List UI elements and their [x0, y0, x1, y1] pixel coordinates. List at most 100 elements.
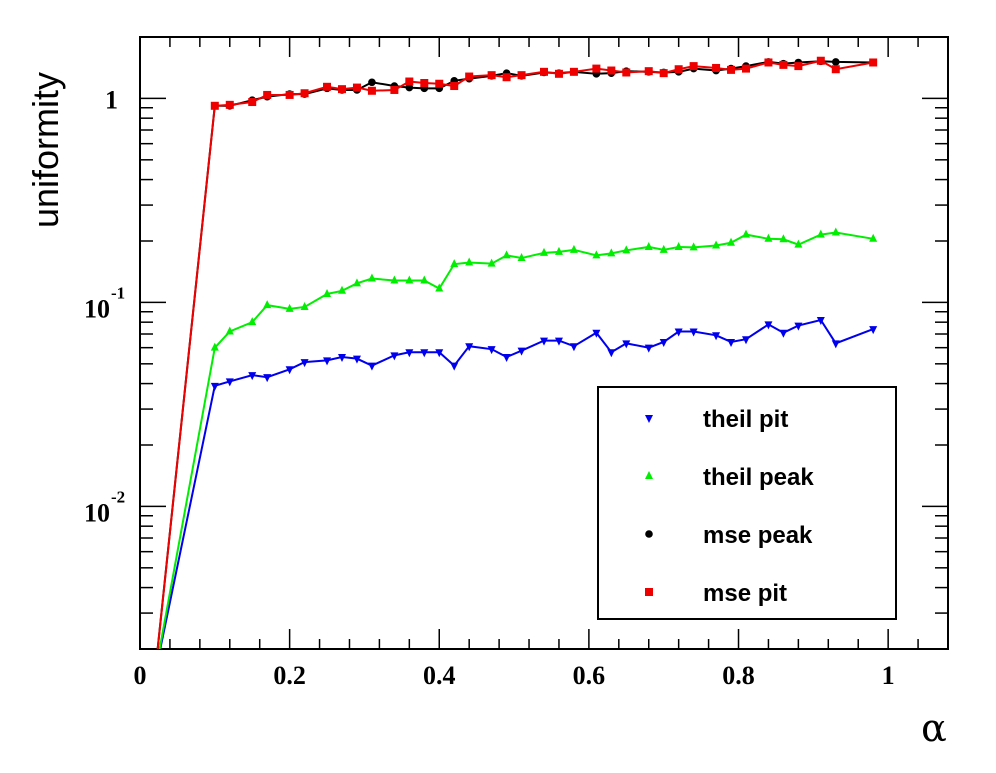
data-point-theil-pit — [659, 338, 668, 347]
data-point-theil-pit — [367, 362, 376, 371]
legend-marker — [645, 588, 653, 596]
data-point-theil-pit — [502, 354, 511, 363]
data-point-theil-peak — [367, 273, 376, 282]
data-point-theil-pit — [248, 372, 257, 381]
legend-item-mse-pit: mse pit — [645, 580, 787, 607]
y-tick-label: 10 — [84, 498, 110, 527]
data-point-mse-pit — [225, 100, 234, 109]
data-point-theil-pit — [390, 352, 399, 361]
x-tick-label: 0.8 — [722, 661, 755, 690]
data-point-theil-pit — [712, 332, 721, 341]
data-point-theil-pit — [764, 321, 773, 330]
data-point-theil-pit — [569, 343, 578, 352]
y-tick-label: 10 — [84, 294, 110, 323]
legend-item-mse-peak: mse peak — [645, 522, 813, 549]
data-point-mse-pit — [644, 67, 653, 76]
data-point-theil-peak — [569, 244, 578, 253]
data-point-mse-peak — [368, 78, 376, 87]
data-point-theil-peak — [659, 244, 668, 253]
data-point-theil-pit — [816, 316, 825, 325]
data-point-mse-pit — [390, 85, 399, 94]
data-point-theil-peak — [712, 240, 721, 249]
data-point-mse-pit — [816, 56, 825, 65]
legend-items: theil pit theil peak mse peak mse pit — [645, 406, 814, 607]
data-point-theil-pit — [674, 328, 683, 337]
data-point-mse-pit — [285, 90, 294, 99]
data-point-theil-pit — [592, 329, 601, 338]
data-point-mse-pit — [338, 85, 346, 94]
data-point-theil-peak — [323, 288, 332, 297]
data-point-theil-pit — [554, 337, 563, 346]
data-point-theil-peak — [502, 250, 511, 259]
legend-box — [597, 386, 897, 620]
data-point-mse-pit — [263, 90, 272, 99]
data-point-theil-peak — [727, 237, 736, 246]
data-point-mse-pit — [569, 67, 578, 76]
data-point-theil-pit — [622, 340, 631, 349]
legend-marker — [645, 415, 653, 423]
data-point-theil-peak — [644, 241, 653, 250]
data-point-mse-pit — [210, 101, 219, 110]
data-point-mse-pit — [450, 82, 459, 91]
data-point-theil-peak — [742, 229, 750, 238]
y-tick-exponent: -2 — [111, 487, 125, 506]
data-point-theil-peak — [487, 258, 496, 267]
data-point-theil-peak — [517, 253, 526, 262]
data-point-theil-pit — [450, 362, 459, 371]
data-point-theil-peak — [794, 239, 803, 248]
data-point-mse-pit — [869, 58, 878, 67]
data-point-mse-pit — [502, 73, 511, 82]
data-point-theil-pit — [352, 355, 361, 364]
data-point-mse-pit — [727, 65, 736, 74]
data-point-mse-pit — [554, 69, 563, 78]
data-point-mse-pit — [712, 63, 721, 72]
data-point-theil-pit — [435, 349, 444, 358]
data-point-mse-pit — [300, 89, 309, 98]
data-point-mse-pit — [540, 67, 548, 76]
data-point-mse-pit — [779, 60, 788, 69]
data-point-mse-pit — [742, 64, 750, 73]
data-point-theil-peak — [592, 250, 601, 259]
data-point-theil-peak — [816, 229, 825, 238]
data-point-mse-pit — [622, 68, 631, 77]
x-tick-label: 0.2 — [273, 661, 306, 690]
data-point-mse-pit — [435, 79, 444, 88]
data-point-theil-peak — [764, 233, 773, 242]
data-point-theil-pit — [742, 336, 750, 345]
data-point-theil-pit — [644, 344, 653, 353]
series-theil-peak — [158, 227, 878, 649]
data-point-mse-pit — [764, 58, 773, 67]
legend-label: theil pit — [703, 406, 788, 433]
data-point-mse-peak — [831, 58, 840, 66]
series-mse-pit — [156, 56, 878, 649]
data-point-theil-pit — [263, 374, 272, 383]
data-point-theil-peak — [435, 283, 444, 292]
data-point-theil-peak — [540, 247, 548, 256]
data-point-mse-pit — [420, 78, 429, 87]
legend-label: mse peak — [703, 522, 813, 549]
data-point-theil-peak — [869, 233, 878, 242]
x-tick-label: 0.6 — [573, 661, 606, 690]
data-point-theil-peak — [338, 285, 346, 294]
data-point-mse-pit — [367, 86, 376, 95]
data-point-theil-peak — [405, 275, 414, 284]
data-point-theil-peak — [689, 242, 698, 251]
data-point-theil-pit — [323, 357, 332, 366]
data-point-theil-pit — [465, 343, 474, 352]
data-point-theil-pit — [540, 337, 548, 346]
data-point-theil-pit — [405, 349, 414, 358]
data-point-theil-pit — [869, 326, 878, 335]
data-point-mse-pit — [323, 82, 332, 91]
data-point-theil-peak — [465, 257, 474, 266]
data-point-theil-peak — [390, 275, 399, 284]
x-tick-label: 0 — [134, 661, 147, 690]
data-point-theil-pit — [831, 340, 840, 349]
data-point-theil-pit — [338, 354, 346, 363]
data-point-theil-peak — [210, 342, 219, 351]
legend-marker — [645, 471, 653, 479]
legend-label: theil peak — [703, 464, 814, 491]
data-point-theil-peak — [607, 248, 616, 257]
data-point-mse-pit — [674, 65, 683, 74]
